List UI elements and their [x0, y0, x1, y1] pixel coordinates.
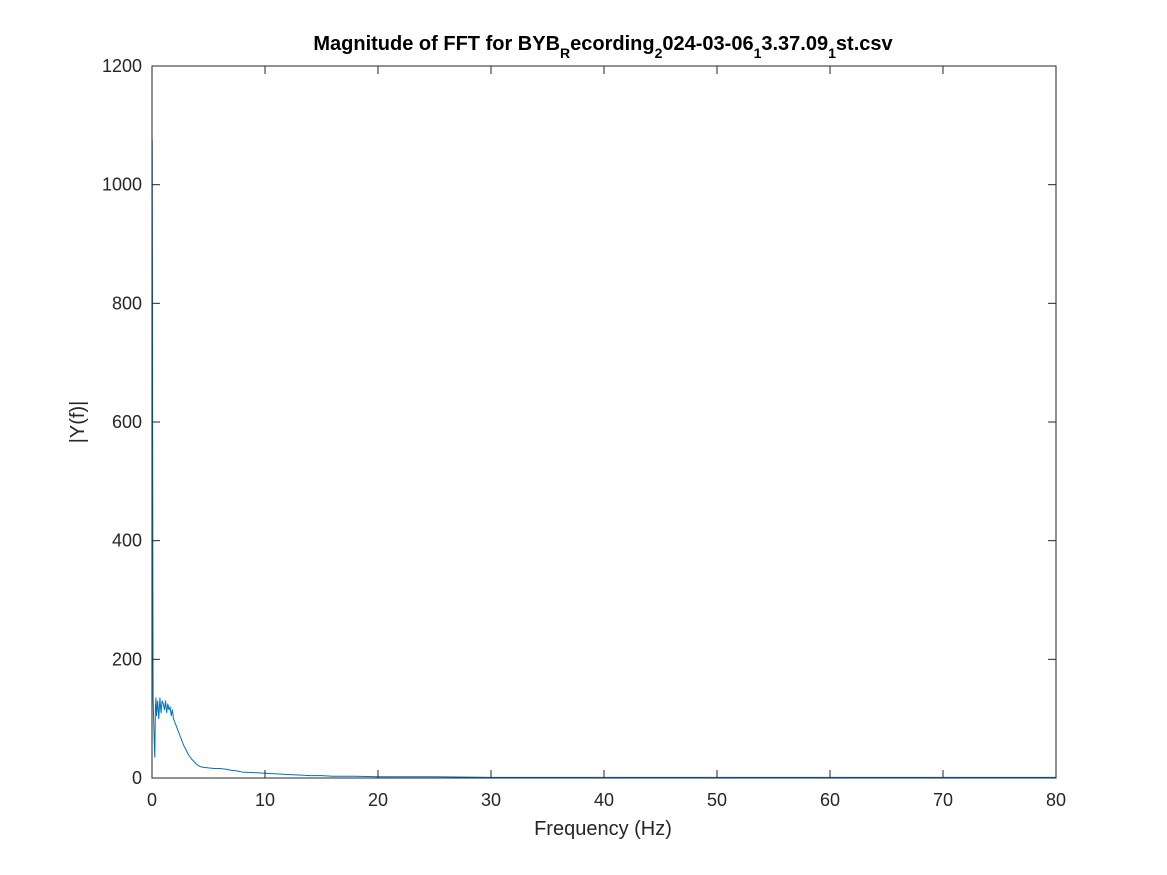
y-tick-label: 400 [112, 531, 142, 551]
x-tick-label: 10 [255, 790, 275, 810]
title-part: 2 [655, 45, 663, 61]
title-part: R [560, 45, 570, 61]
y-axis-label: |Y(f)| [67, 401, 89, 444]
y-tick-label: 600 [112, 412, 142, 432]
x-tick-label: 30 [481, 790, 501, 810]
y-tick-label: 0 [132, 768, 142, 788]
x-tick-label: 40 [594, 790, 614, 810]
title-part: Magnitude of FFT for BYB [313, 33, 560, 55]
x-tick-label: 80 [1046, 790, 1066, 810]
title-part: ecording [570, 33, 654, 55]
y-tick-label: 200 [112, 649, 142, 669]
y-tick-label: 800 [112, 293, 142, 313]
x-axis-label: Frequency (Hz) [534, 818, 672, 840]
title-part: st.csv [836, 33, 894, 55]
x-tick-label: 20 [368, 790, 388, 810]
x-tick-label: 50 [707, 790, 727, 810]
title-part: 024-03-06 [662, 33, 753, 55]
axes-box [151, 65, 1057, 779]
title-part: 1 [754, 45, 762, 61]
y-tick-label: 1200 [102, 56, 142, 76]
chart-title: Magnitude of FFT for BYBRecording2024-03… [313, 33, 893, 61]
x-tick-label: 70 [933, 790, 953, 810]
series-line [151, 139, 1056, 779]
title-part: 3.37.09 [761, 33, 828, 55]
title-part: 1 [828, 45, 836, 61]
y-tick-label: 1000 [102, 175, 142, 195]
x-tick-label: 0 [147, 790, 157, 810]
plot-area [151, 139, 1056, 779]
x-tick-label: 60 [820, 790, 840, 810]
